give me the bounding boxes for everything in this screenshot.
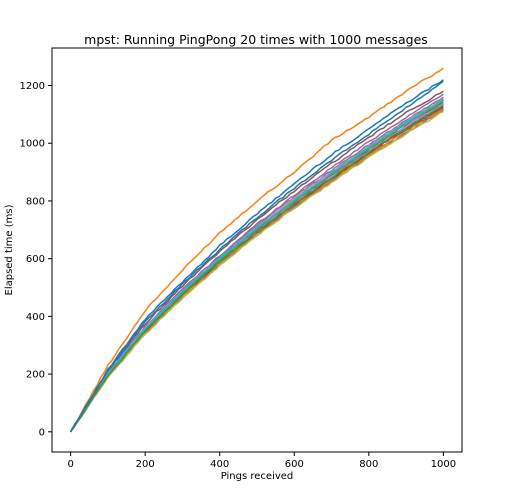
series-line-15	[70, 110, 444, 433]
chart-title: mpst: Running PingPong 20 times with 100…	[84, 32, 428, 47]
y-tick-label: 400	[26, 312, 45, 323]
x-axis: 0 200 400 600 800 1000	[67, 452, 456, 470]
x-tick-label: 200	[136, 459, 155, 470]
x-tick-label: 400	[210, 459, 229, 470]
x-tick-label: 0	[67, 459, 73, 470]
plot-frame	[51, 47, 463, 453]
x-tick-label: 600	[285, 459, 304, 470]
y-tick-label: 0	[39, 427, 45, 438]
y-tick-label: 200	[26, 370, 45, 381]
y-tick-label: 1000	[20, 139, 45, 150]
y-tick-label: 600	[26, 254, 45, 265]
x-tick-label: 800	[359, 459, 378, 470]
y-axis-label: Elapsed time (ms)	[4, 204, 15, 295]
x-tick-label: 1000	[431, 459, 456, 470]
series-layer	[69, 67, 444, 433]
y-tick-label: 800	[26, 196, 45, 207]
series-line-1	[69, 67, 444, 433]
y-tick-label: 1200	[20, 81, 45, 92]
y-axis: 0 200 400 600 800 1000 1200	[20, 81, 52, 438]
series-line-18	[69, 98, 444, 433]
series-line-4	[70, 93, 444, 433]
series-line-19	[70, 105, 444, 433]
series-line-20	[69, 80, 444, 433]
x-axis-label: Pings received	[221, 471, 294, 482]
series-line-2	[69, 79, 444, 433]
